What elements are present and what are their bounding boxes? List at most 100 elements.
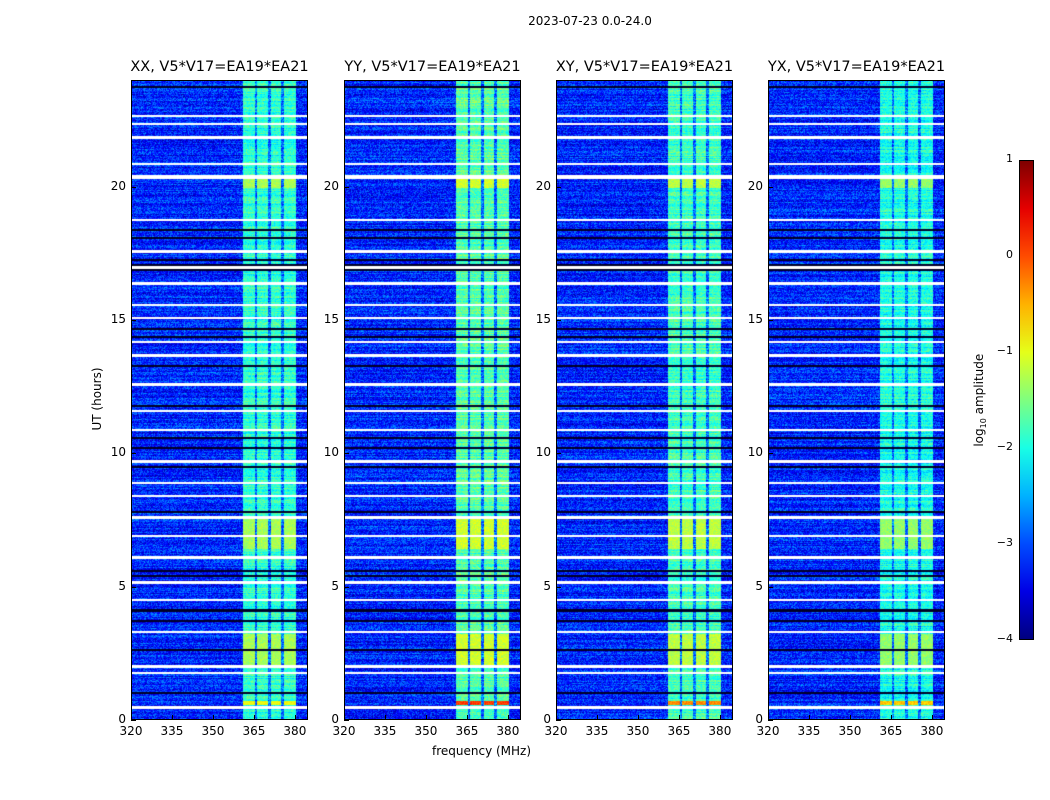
- panel-title: XX, V5*V17=EA19*EA21: [130, 59, 309, 75]
- colorbar-label-rest: amplitude: [971, 353, 986, 419]
- x-tick-label: 380: [708, 724, 732, 738]
- x-tick-label: 365: [667, 724, 691, 738]
- y-tick-label: 15: [323, 312, 339, 326]
- y-tick-mark: [768, 320, 773, 321]
- heatmap-cells: [557, 81, 732, 719]
- y-tick-mark: [344, 720, 349, 721]
- x-tick-mark: [849, 715, 851, 720]
- x-axis-label: frequency (MHz): [432, 744, 532, 758]
- y-tick-mark: [344, 320, 349, 321]
- y-tick-mark: [131, 720, 136, 721]
- y-tick-label: 0: [118, 712, 126, 726]
- y-tick-label: 20: [323, 178, 339, 193]
- panel-title: XY, V5*V17=EA19*EA21: [555, 59, 734, 75]
- colorbar: [1019, 160, 1034, 640]
- colorbar-label: log10 amplitude: [972, 350, 988, 450]
- y-tick-mark: [556, 586, 561, 588]
- x-tick-label: 335: [585, 724, 609, 738]
- y-tick-mark: [556, 320, 561, 321]
- heatmap-cells: [132, 81, 307, 719]
- x-tick-mark: [425, 715, 427, 720]
- x-tick-label: 350: [838, 724, 862, 738]
- x-tick-label: 365: [242, 724, 266, 738]
- x-tick-mark: [556, 715, 557, 720]
- y-tick-mark: [768, 586, 773, 588]
- y-tick-label: 10: [110, 445, 126, 460]
- colorbar-tick-label: 1: [1006, 152, 1013, 165]
- y-tick-mark: [131, 320, 136, 321]
- y-tick-label: 10: [747, 445, 763, 460]
- colorbar-label-main: log: [971, 428, 986, 447]
- panel-title: YX, V5*V17=EA19*EA21: [767, 59, 946, 75]
- y-tick-mark: [768, 453, 773, 455]
- x-tick-label: 335: [160, 724, 184, 738]
- y-tick-mark: [131, 186, 136, 188]
- x-tick-label: 365: [455, 724, 479, 738]
- y-tick-label: 0: [755, 712, 763, 726]
- y-tick-mark: [344, 453, 349, 455]
- y-tick-mark: [556, 720, 561, 721]
- y-tick-label: 20: [110, 178, 126, 193]
- x-tick-label: 320: [544, 724, 568, 738]
- heatmap-panel: [344, 80, 521, 720]
- x-tick-mark: [931, 715, 933, 720]
- x-tick-label: 335: [797, 724, 821, 738]
- colorbar-tick-label: −1: [996, 344, 1013, 357]
- heatmap-panel: [131, 80, 308, 720]
- x-tick-label: 365: [879, 724, 903, 738]
- y-tick-mark: [556, 186, 561, 188]
- y-tick-label: 15: [747, 312, 763, 326]
- y-tick-label: 10: [535, 445, 551, 460]
- heatmap-cells: [769, 81, 944, 719]
- x-tick-label: 350: [414, 724, 438, 738]
- x-tick-label: 335: [373, 724, 397, 738]
- colorbar-tick-label: −4: [996, 632, 1013, 645]
- x-tick-mark: [294, 715, 296, 720]
- x-tick-label: 380: [496, 724, 520, 738]
- x-tick-mark: [384, 715, 386, 720]
- y-tick-mark: [768, 720, 773, 721]
- heatmap-panel: [768, 80, 945, 720]
- y-tick-mark: [768, 186, 773, 188]
- x-tick-mark: [466, 715, 468, 720]
- y-tick-label: 5: [118, 578, 126, 593]
- y-tick-label: 5: [543, 578, 551, 593]
- x-tick-label: 320: [756, 724, 780, 738]
- y-axis-label: UT (hours): [90, 367, 104, 431]
- y-tick-label: 0: [331, 712, 339, 726]
- x-tick-mark: [637, 715, 639, 720]
- y-tick-label: 0: [543, 712, 551, 726]
- x-tick-label: 380: [920, 724, 944, 738]
- y-tick-label: 15: [110, 312, 126, 326]
- y-tick-mark: [131, 453, 136, 455]
- colorbar-tick-label: −2: [996, 440, 1013, 453]
- x-tick-mark: [596, 715, 598, 720]
- y-tick-label: 5: [755, 578, 763, 593]
- figure-title: 2023-07-23 0.0-24.0: [528, 14, 652, 28]
- x-tick-mark: [253, 715, 255, 720]
- heatmap-panel: [556, 80, 733, 720]
- x-tick-label: 380: [283, 724, 307, 738]
- y-tick-mark: [344, 186, 349, 188]
- x-tick-mark: [768, 715, 769, 720]
- colorbar-label-sub: 10: [979, 418, 989, 429]
- x-tick-label: 350: [201, 724, 225, 738]
- y-tick-mark: [556, 453, 561, 455]
- y-tick-label: 20: [747, 178, 763, 193]
- y-tick-label: 15: [535, 312, 551, 326]
- x-tick-mark: [171, 715, 173, 720]
- x-tick-mark: [678, 715, 680, 720]
- y-tick-mark: [131, 586, 136, 588]
- x-tick-mark: [131, 715, 132, 720]
- y-tick-label: 5: [331, 578, 339, 593]
- x-tick-mark: [212, 715, 214, 720]
- y-tick-mark: [344, 586, 349, 588]
- y-tick-label: 10: [323, 445, 339, 460]
- x-tick-label: 320: [119, 724, 143, 738]
- x-tick-mark: [344, 715, 345, 720]
- y-tick-label: 20: [535, 178, 551, 193]
- colorbar-tick-label: −3: [996, 536, 1013, 549]
- x-tick-mark: [808, 715, 810, 720]
- x-tick-mark: [719, 715, 721, 720]
- x-tick-mark: [890, 715, 892, 720]
